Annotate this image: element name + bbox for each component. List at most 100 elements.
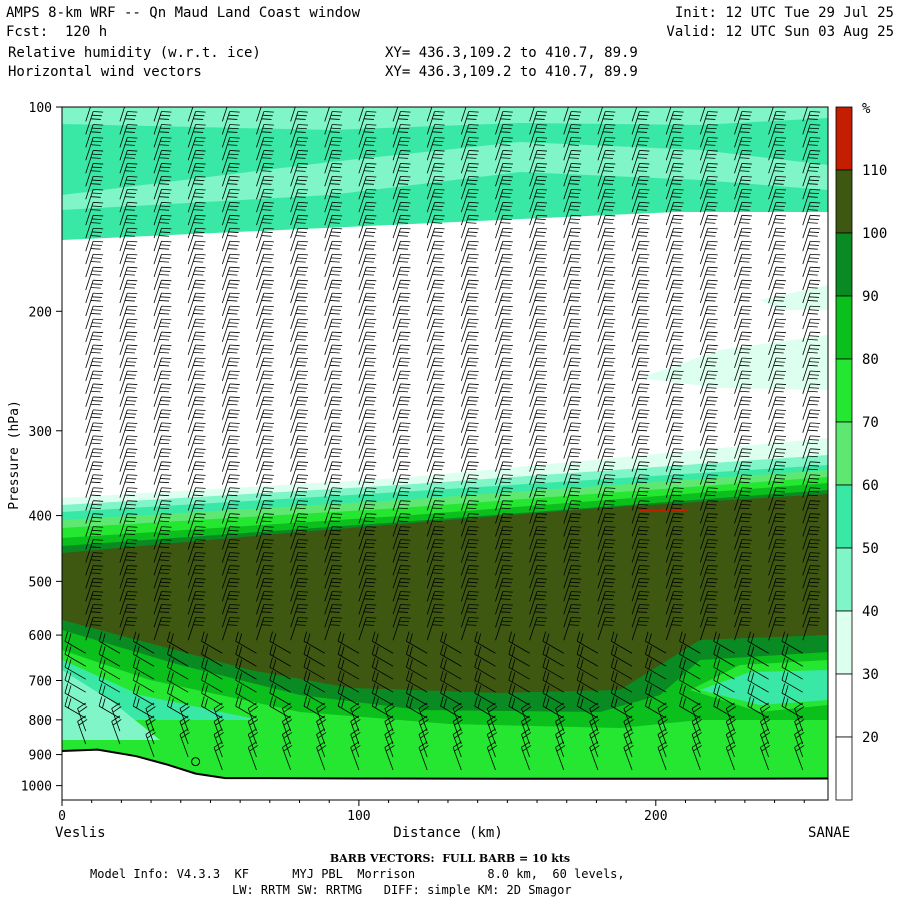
wind-barb (187, 500, 206, 524)
wind-barb (303, 657, 325, 680)
wind-barb (631, 188, 650, 213)
wind-barb (201, 670, 223, 693)
wind-barb (576, 631, 599, 654)
wind-barb (187, 487, 206, 511)
wind-barb (269, 670, 291, 693)
wind-barb (768, 500, 787, 524)
wind-barb (406, 631, 428, 654)
wind-barb (145, 715, 156, 745)
wind-barb (521, 715, 532, 745)
wind-barb (358, 578, 377, 602)
wind-barb (303, 670, 325, 693)
wind-barb (221, 331, 240, 356)
wind-barb (768, 461, 787, 485)
wind-barb (290, 565, 309, 589)
wind-barb (802, 188, 821, 213)
wind-barb (187, 214, 206, 239)
valid-time: Valid: 12 UTC Sun 03 Aug 25 (666, 24, 894, 40)
wind-barb (802, 163, 821, 187)
wind-barb (631, 357, 650, 381)
wind-barb (85, 163, 104, 187)
wind-barb (460, 513, 479, 537)
wind-barb (563, 526, 582, 550)
wind-barb (665, 383, 684, 407)
wind-barb (358, 383, 377, 407)
wind-barb (529, 552, 548, 576)
wind-barb (679, 631, 701, 654)
wind-barb (597, 526, 616, 550)
wind-barb (324, 383, 343, 407)
wind-barb (699, 422, 718, 446)
wind-barb (460, 201, 479, 226)
wind-barb (426, 565, 445, 589)
wind-barb (460, 227, 479, 252)
wind-barb (85, 188, 104, 213)
wind-barb (324, 396, 343, 420)
wind-barb (187, 137, 206, 161)
wind-barb (768, 578, 787, 602)
wind-barb (665, 487, 684, 511)
wind-barb (699, 539, 718, 563)
wind-barb (221, 107, 228, 122)
wind-barb (290, 448, 309, 472)
wind-barb (221, 292, 240, 317)
wind-barb (358, 435, 377, 459)
wind-barb (406, 696, 428, 719)
wind-barb (563, 487, 582, 511)
wind-barb (665, 396, 684, 420)
wind-barb (645, 670, 667, 693)
wind-barb (508, 670, 530, 693)
wind-barb (153, 188, 172, 213)
wind-barb (256, 331, 274, 356)
wind-barb (269, 683, 291, 706)
wind-barb (392, 604, 411, 628)
wind-barb (85, 292, 104, 317)
wind-barb (665, 578, 684, 602)
wind-barb (802, 539, 821, 563)
wind-barb (699, 383, 718, 407)
wind-barb (794, 741, 805, 771)
wind-barb (221, 344, 240, 368)
wind-barb (563, 111, 582, 135)
wind-barb (597, 292, 616, 317)
wind-barb (119, 305, 138, 330)
wind-barb (631, 422, 650, 446)
wind-barb (358, 565, 377, 589)
wind-barb (631, 201, 650, 226)
x-axis-label: Distance (km) (393, 825, 503, 841)
wind-barb (631, 124, 650, 148)
wind-barb (358, 552, 377, 576)
wind-barb (187, 526, 206, 550)
wind-barb (303, 683, 325, 706)
wind-barb (486, 715, 498, 745)
rh-fill-layer (62, 107, 828, 800)
wind-barb (589, 702, 600, 732)
wind-barb (802, 266, 821, 291)
rh-band-upper-edge (62, 205, 828, 240)
wind-barb (734, 292, 752, 317)
wind-barb (768, 604, 787, 628)
wind-barb (119, 175, 138, 200)
wind-barb (597, 604, 616, 628)
wind-barb (665, 513, 684, 537)
wind-barb (631, 539, 650, 563)
wind-barb (85, 539, 104, 563)
wind-barb (85, 578, 104, 602)
wind-barb (657, 702, 668, 732)
rh-band-lower-right-60 (700, 670, 828, 705)
wind-barb (235, 657, 257, 680)
wind-barb (802, 461, 821, 485)
wind-barb (119, 591, 138, 615)
wind-barb (794, 702, 805, 732)
wind-barb (460, 591, 479, 615)
wind-barb (290, 578, 309, 602)
wind-barb (426, 163, 445, 187)
wind-barb (426, 331, 445, 356)
wind-barb (290, 318, 309, 343)
wind-barb (221, 279, 240, 304)
wind-barb (768, 163, 787, 187)
wind-barb (657, 728, 668, 758)
wind-barb (98, 631, 121, 654)
wind-barb (358, 409, 377, 433)
wind-barb (460, 188, 479, 213)
